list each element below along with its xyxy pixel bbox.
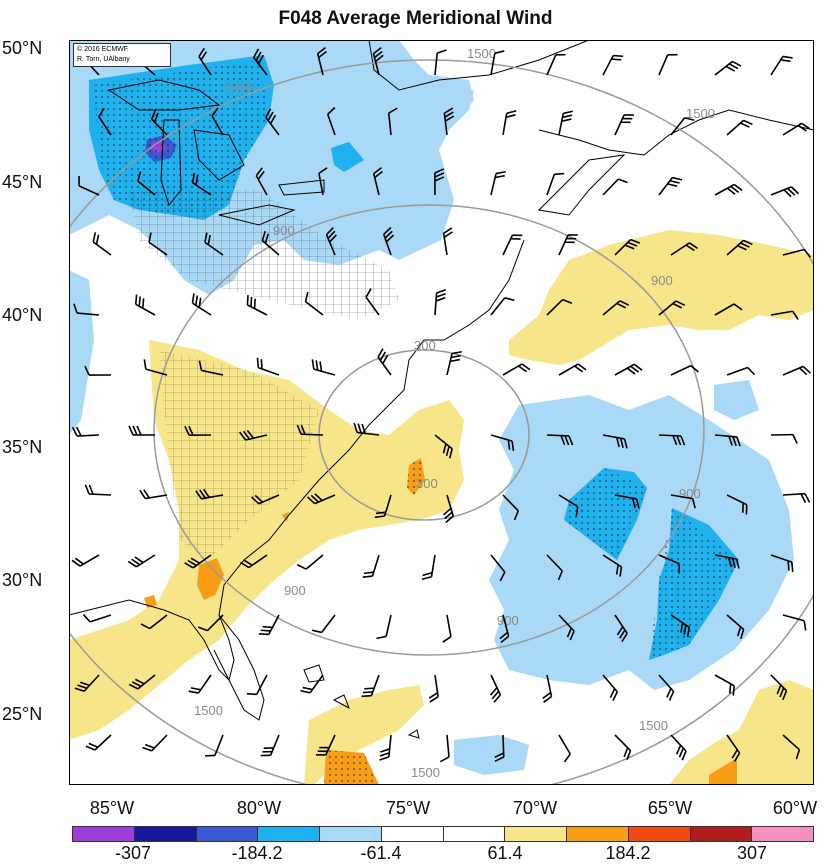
- contour-label: 1500: [639, 718, 668, 733]
- contour-label: 900: [651, 273, 673, 288]
- colorbar-swatch: [505, 827, 567, 841]
- contour-label: 900: [284, 583, 306, 598]
- credit-line-2: R. Torn, UAlbany: [77, 55, 167, 65]
- lat-label-45n: 45°N: [0, 172, 70, 193]
- contour-label: 1500: [194, 703, 223, 718]
- colorbar-swatch: [691, 827, 753, 841]
- colorbar-swatch: [629, 827, 691, 841]
- colorbar: [72, 826, 814, 842]
- colorbar-swatch: [752, 827, 813, 841]
- contour-label: 1500: [224, 80, 253, 95]
- colorbar-label: -61.4: [360, 843, 401, 864]
- colorbar-label: 307: [737, 843, 767, 864]
- colorbar-label: 61.4: [487, 843, 522, 864]
- contour-label: 300: [414, 338, 436, 353]
- lat-label-30n: 30°N: [0, 570, 70, 591]
- contour-label: 300: [416, 476, 438, 491]
- map-title: F048 Average Meridional Wind: [0, 0, 831, 38]
- contour-label: 900: [273, 223, 295, 238]
- lat-label-35n: 35°N: [0, 437, 70, 458]
- map-canvas: 300 300 900 900 900 900 900 1500 1500 15…: [69, 40, 814, 785]
- colorbar-label: -307: [115, 843, 151, 864]
- colorbar-swatch: [382, 827, 444, 841]
- lon-label-60w: 60°W: [773, 798, 817, 819]
- credit-line-1: © 2016 ECMWF: [77, 45, 167, 55]
- lat-label-25n: 25°N: [0, 704, 70, 725]
- lon-label-80w: 80°W: [237, 798, 281, 819]
- contour-label: 1500: [411, 765, 440, 780]
- colorbar-swatch: [444, 827, 506, 841]
- contour-label: 900: [497, 613, 519, 628]
- colorbar-label: 184.2: [605, 843, 650, 864]
- colorbar-swatch: [135, 827, 197, 841]
- lon-label-65w: 65°W: [648, 798, 692, 819]
- lon-label-70w: 70°W: [513, 798, 557, 819]
- colorbar-swatch: [320, 827, 382, 841]
- lat-label-40n: 40°N: [0, 305, 70, 326]
- lon-label-85w: 85°W: [90, 798, 134, 819]
- colorbar-swatch: [258, 827, 320, 841]
- colorbar-swatch: [567, 827, 629, 841]
- credit-box: © 2016 ECMWF R. Torn, UAlbany: [73, 43, 171, 67]
- colorbar-label: -184.2: [231, 843, 282, 864]
- colorbar-swatch: [73, 827, 135, 841]
- lon-label-75w: 75°W: [386, 798, 430, 819]
- lat-label-50n: 50°N: [0, 38, 70, 59]
- colorbar-swatch: [197, 827, 259, 841]
- contour-label: 1500: [467, 46, 496, 61]
- map-panel: 300 300 900 900 900 900 900 1500 1500 15…: [69, 40, 814, 785]
